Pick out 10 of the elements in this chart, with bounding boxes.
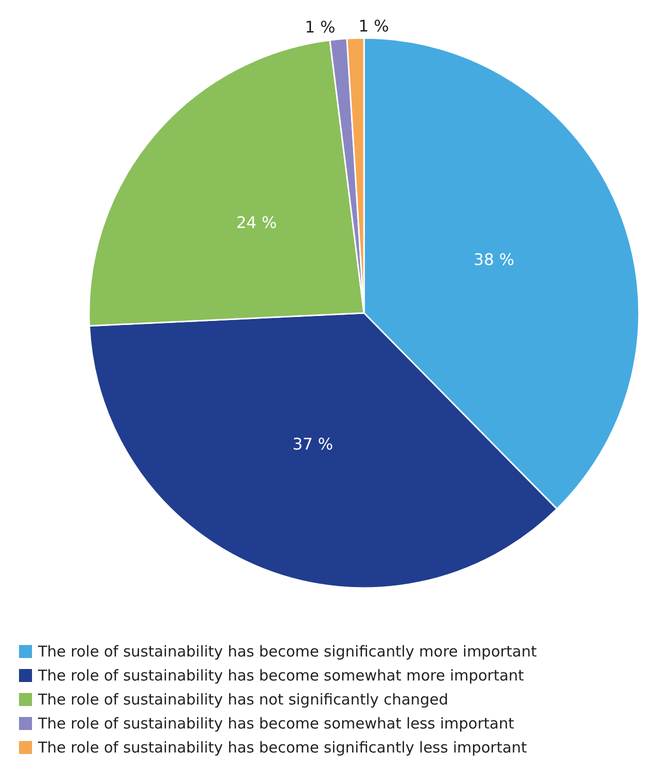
legend-label: The role of sustainability has become somewhat less important: [37, 714, 514, 732]
data-label: 1 %: [358, 16, 389, 36]
data-label: 37 %: [292, 434, 334, 454]
data-label: 1 %: [304, 18, 336, 37]
data-label: 38 %: [474, 250, 514, 270]
legend-label: The role of sustainability has become significantly more important: [37, 642, 537, 660]
data-label: 24 %: [236, 213, 277, 232]
legend-label: The role of sustainability has become somewhat more important: [37, 666, 524, 684]
legend-label: The role of sustainability has not significantly changed: [37, 690, 448, 708]
legend-label: The role of sustainability has become significantly less important: [37, 738, 528, 756]
